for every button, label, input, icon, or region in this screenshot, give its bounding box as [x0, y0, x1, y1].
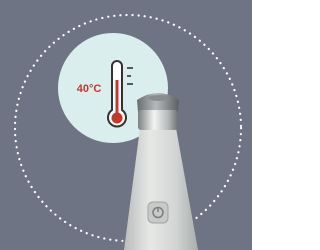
page: 40°C (() => { const data = JSON.parse(do… — [0, 0, 252, 250]
product-illustration: 40°C — [0, 0, 252, 250]
temperature-label: 40°C — [77, 83, 102, 95]
